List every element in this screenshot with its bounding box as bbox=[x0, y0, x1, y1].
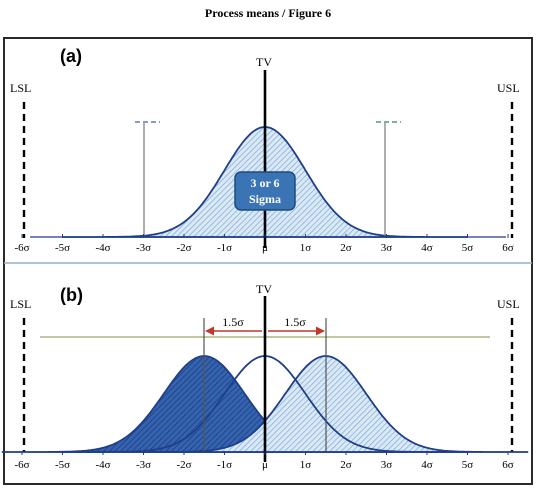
panel-b-tick-label: 2σ bbox=[340, 459, 352, 471]
panel-b-left-shift-label: 1.5σ bbox=[222, 315, 244, 329]
panel-a-badge-line2: Sigma bbox=[249, 192, 281, 206]
panel-b-tick-label: μ bbox=[262, 459, 268, 471]
panel-b-tick-label: -3σ bbox=[136, 459, 151, 471]
panel-a-tick-label: 4σ bbox=[421, 242, 433, 254]
panel-b-tick-label: 4σ bbox=[421, 459, 433, 471]
panel-a-tick-label: -2σ bbox=[176, 242, 191, 254]
panel-b-tick-label: -6σ bbox=[14, 459, 29, 471]
page-title: Process means / Figure 6 bbox=[204, 6, 332, 20]
panel-b-tick-label: 6σ bbox=[502, 459, 514, 471]
panel-a-tick-label: -3σ bbox=[136, 242, 151, 254]
panel-a-tick-label: -5σ bbox=[55, 242, 70, 254]
panel-a-tick-label: -4σ bbox=[95, 242, 110, 254]
panel-a-tv-label: TV bbox=[256, 55, 272, 69]
panel-b-right-shift-label: 1.5σ bbox=[284, 315, 306, 329]
figure-frame bbox=[3, 37, 533, 485]
panel-a-usl-label: USL bbox=[497, 81, 520, 95]
panel-a-tick-label: 1σ bbox=[300, 242, 312, 254]
panel-b-tick-label: -2σ bbox=[176, 459, 191, 471]
panel-b-tick-label: 1σ bbox=[300, 459, 312, 471]
panel-b-tv-label: TV bbox=[256, 282, 272, 296]
panel-a-lsl-label: LSL bbox=[10, 81, 31, 95]
panel-a-tick-label: 3σ bbox=[381, 242, 393, 254]
panel-a-tick-label: 2σ bbox=[340, 242, 352, 254]
panel-a-axis-ticks: -6σ -5σ -4σ -3σ -2σ -1σ μ 1σ 2σ 3σ 4σ 5σ 6σ bbox=[14, 234, 514, 254]
panel-b-label: (b) bbox=[60, 285, 83, 305]
panel-a: (a) LSL USL TV 3 or 6 Sigma -6σ -5σ -4σ -3σ… bbox=[10, 46, 520, 254]
panel-b-tick-label: -5σ bbox=[55, 459, 70, 471]
panel-b-usl-label: USL bbox=[497, 297, 520, 311]
panel-a-tick-label: μ bbox=[262, 242, 268, 254]
panel-b-tick-label: -4σ bbox=[95, 459, 110, 471]
panel-a-tick-label: -6σ bbox=[14, 242, 29, 254]
panel-b: (b) LSL USL TV 1.5σ 1.5σ -6σ -5σ -4σ -3σ -2σ… bbox=[1, 282, 529, 471]
panel-b-tick-label: 3σ bbox=[381, 459, 393, 471]
panel-a-tick-label: 5σ bbox=[462, 242, 474, 254]
panel-b-tick-label: 5σ bbox=[462, 459, 474, 471]
panel-a-label: (a) bbox=[60, 46, 82, 66]
panel-b-lsl-label: LSL bbox=[10, 297, 31, 311]
panel-b-axis-ticks: -6σ -5σ -4σ -3σ -2σ -1σ μ 1σ 2σ 3σ 4σ 5σ 6σ bbox=[14, 451, 514, 471]
panel-a-badge-line1: 3 or 6 bbox=[250, 176, 279, 190]
panel-b-tick-label: -1σ bbox=[217, 459, 232, 471]
panel-a-sigma-badge: 3 or 6 Sigma bbox=[234, 171, 296, 211]
panel-a-tick-label: -1σ bbox=[217, 242, 232, 254]
panel-a-tick-label: 6σ bbox=[502, 242, 514, 254]
